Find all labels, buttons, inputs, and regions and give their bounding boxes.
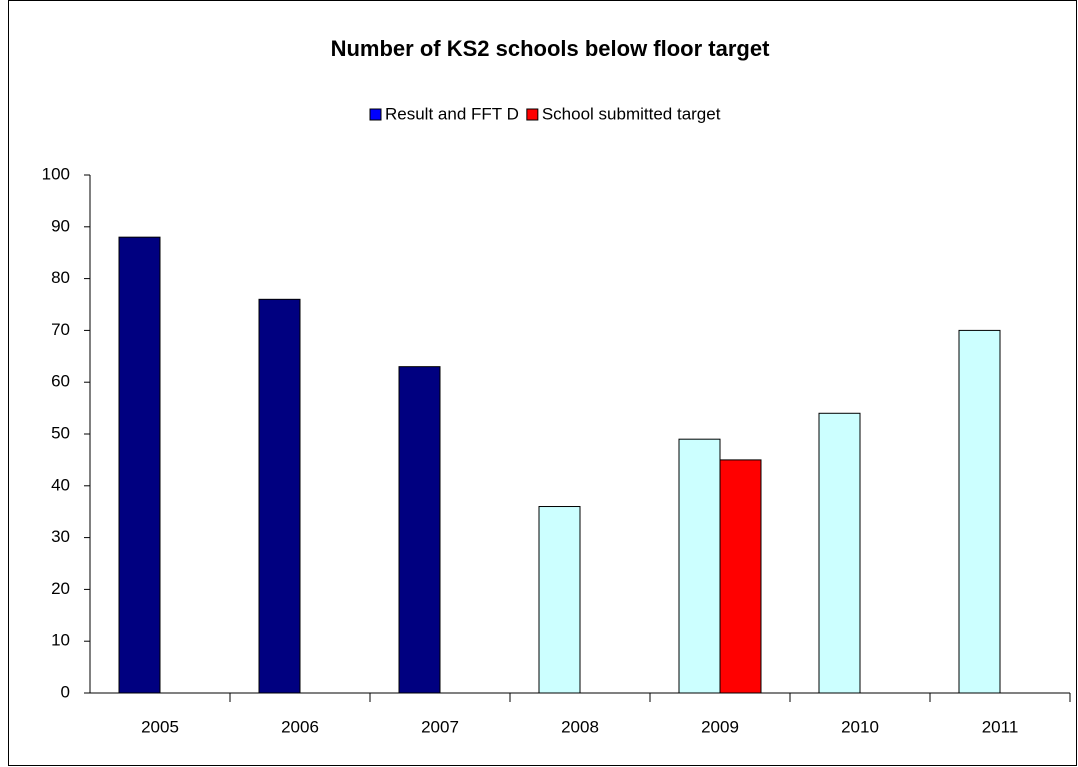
- y-tick-label: 10: [51, 631, 70, 650]
- bar: [958, 329, 1001, 694]
- y-tick-label: 0: [61, 682, 70, 701]
- y-tick-label: 90: [51, 216, 70, 235]
- bar: [678, 438, 721, 694]
- chart-title: Number of KS2 schools below floor target: [331, 36, 771, 61]
- x-tick-label: 2009: [701, 717, 739, 736]
- legend-swatch: [369, 108, 382, 121]
- bar: [258, 298, 301, 694]
- bar: [719, 459, 762, 694]
- x-tick-label: 2006: [281, 717, 319, 736]
- y-tick-label: 70: [51, 320, 70, 339]
- legend-label: School submitted target: [542, 104, 721, 123]
- bar: [118, 236, 161, 694]
- x-tick-label: 2011: [982, 717, 1019, 736]
- x-tick-label: 2010: [841, 717, 879, 736]
- y-tick-label: 80: [51, 268, 70, 287]
- y-tick-label: 30: [51, 527, 70, 546]
- bar: [818, 412, 861, 694]
- y-tick-label: 100: [42, 164, 70, 183]
- bar: [398, 366, 441, 694]
- x-tick-label: 2007: [421, 717, 459, 736]
- legend-label: Result and FFT D: [385, 104, 519, 123]
- legend-swatch: [526, 108, 539, 121]
- y-tick-label: 20: [51, 579, 70, 598]
- y-tick-label: 40: [51, 475, 70, 494]
- y-tick-label: 50: [51, 423, 70, 442]
- x-tick-label: 2008: [561, 717, 599, 736]
- bar: [538, 506, 581, 694]
- y-tick-label: 60: [51, 372, 70, 391]
- x-tick-label: 2005: [141, 717, 179, 736]
